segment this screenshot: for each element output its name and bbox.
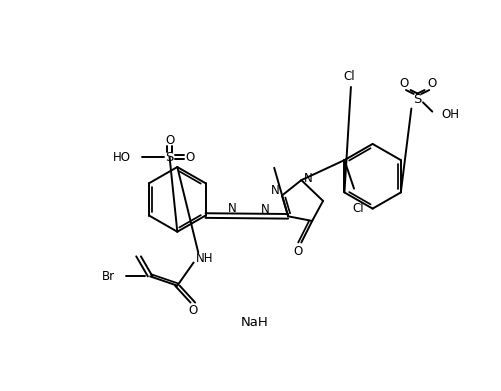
Text: NaH: NaH [241,316,269,329]
Text: N: N [304,172,313,185]
Text: HO: HO [113,151,131,163]
Text: NH: NH [196,252,213,265]
Text: N: N [271,185,280,197]
Text: S: S [165,151,174,163]
Text: O: O [294,245,303,258]
Text: O: O [165,135,174,147]
Text: OH: OH [441,108,459,121]
Text: Br: Br [102,270,115,283]
Text: Cl: Cl [353,202,365,215]
Text: N: N [261,203,270,216]
Text: O: O [427,77,436,90]
Text: O: O [399,77,408,90]
Text: Cl: Cl [344,70,355,83]
Text: N: N [228,203,237,215]
Text: O: O [185,151,194,163]
Text: O: O [188,304,197,317]
Text: S: S [413,93,422,106]
